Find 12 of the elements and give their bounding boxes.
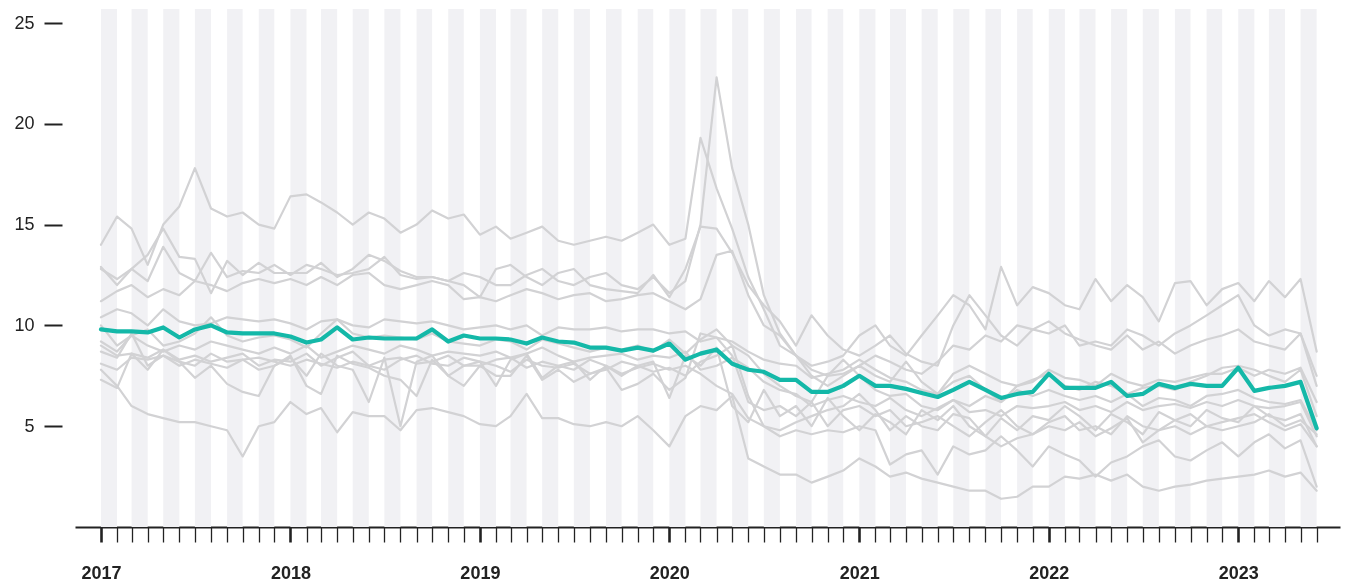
y-tick-label: 25 [14,12,35,33]
x-tick-label: 2023 [1218,562,1259,583]
y-tick-label: 10 [14,314,35,335]
x-tick-label: 2021 [839,562,880,583]
x-tick-label: 2020 [649,562,690,583]
x-tick-label: 2017 [81,562,122,583]
x-tick-label: 2018 [270,562,311,583]
x-tick-label: 2022 [1029,562,1070,583]
y-tick-label: 5 [24,415,35,436]
y-tick-label: 15 [14,214,35,235]
x-tick-label: 2019 [460,562,501,583]
y-tick-label: 20 [14,113,35,134]
